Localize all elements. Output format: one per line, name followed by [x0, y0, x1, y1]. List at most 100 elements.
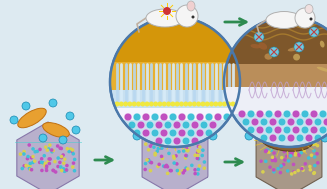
Circle shape	[58, 146, 62, 150]
Circle shape	[145, 101, 149, 106]
Circle shape	[38, 161, 42, 164]
Circle shape	[323, 118, 327, 126]
Circle shape	[278, 118, 286, 126]
Circle shape	[265, 149, 268, 153]
Circle shape	[301, 110, 309, 118]
Circle shape	[292, 170, 296, 174]
Circle shape	[151, 129, 159, 137]
Circle shape	[260, 134, 268, 142]
Circle shape	[316, 144, 319, 147]
Circle shape	[65, 164, 69, 167]
Circle shape	[162, 164, 165, 168]
Circle shape	[272, 156, 275, 160]
Circle shape	[294, 152, 297, 155]
Circle shape	[226, 101, 231, 106]
Circle shape	[184, 154, 188, 157]
Circle shape	[47, 147, 51, 151]
Circle shape	[45, 164, 48, 168]
Circle shape	[46, 160, 50, 163]
Ellipse shape	[265, 53, 272, 60]
Circle shape	[128, 121, 136, 129]
Circle shape	[160, 155, 164, 158]
Circle shape	[173, 137, 181, 145]
Circle shape	[159, 146, 163, 150]
Circle shape	[202, 166, 206, 170]
Circle shape	[161, 141, 164, 145]
Circle shape	[282, 163, 285, 166]
Circle shape	[175, 162, 179, 166]
Circle shape	[292, 110, 300, 118]
Circle shape	[224, 17, 327, 147]
Circle shape	[150, 142, 154, 146]
Circle shape	[182, 149, 185, 153]
Circle shape	[60, 169, 63, 172]
Circle shape	[200, 121, 208, 129]
Circle shape	[59, 136, 67, 144]
Circle shape	[163, 165, 167, 168]
Circle shape	[183, 148, 187, 152]
Circle shape	[272, 170, 276, 174]
Circle shape	[52, 169, 56, 172]
Circle shape	[287, 118, 295, 126]
Circle shape	[301, 168, 305, 172]
Circle shape	[172, 155, 176, 158]
Circle shape	[279, 165, 283, 169]
Circle shape	[279, 171, 282, 174]
Circle shape	[27, 143, 31, 147]
Ellipse shape	[320, 41, 324, 47]
Circle shape	[280, 156, 284, 160]
Circle shape	[193, 168, 197, 172]
Circle shape	[276, 167, 280, 170]
Circle shape	[153, 152, 157, 155]
Circle shape	[150, 161, 153, 164]
Circle shape	[201, 148, 205, 152]
Circle shape	[62, 167, 65, 171]
Circle shape	[294, 150, 297, 154]
Circle shape	[254, 32, 264, 42]
Circle shape	[56, 165, 60, 168]
Circle shape	[178, 113, 186, 121]
Circle shape	[170, 101, 175, 106]
Circle shape	[274, 158, 277, 162]
Circle shape	[223, 113, 231, 121]
Circle shape	[305, 118, 313, 126]
Circle shape	[56, 144, 60, 148]
Circle shape	[308, 165, 312, 168]
Circle shape	[196, 172, 199, 176]
Circle shape	[21, 167, 24, 170]
Circle shape	[275, 144, 278, 148]
Circle shape	[266, 148, 269, 152]
Circle shape	[310, 126, 318, 134]
Circle shape	[255, 118, 263, 126]
Circle shape	[69, 147, 73, 151]
Circle shape	[198, 145, 202, 149]
Circle shape	[142, 129, 150, 137]
Circle shape	[197, 168, 200, 171]
Circle shape	[157, 163, 161, 166]
Bar	[110, 108, 240, 120]
Circle shape	[182, 137, 190, 145]
Circle shape	[296, 134, 304, 142]
Circle shape	[279, 143, 283, 147]
Ellipse shape	[187, 1, 195, 11]
Circle shape	[295, 8, 315, 28]
Circle shape	[169, 169, 173, 172]
Circle shape	[191, 137, 199, 145]
Circle shape	[173, 145, 177, 149]
Circle shape	[60, 156, 63, 159]
Circle shape	[231, 101, 235, 106]
Circle shape	[265, 110, 273, 118]
Circle shape	[152, 145, 156, 149]
Circle shape	[22, 102, 30, 110]
Circle shape	[44, 145, 47, 149]
Circle shape	[321, 134, 327, 142]
Circle shape	[185, 146, 188, 150]
Circle shape	[168, 169, 172, 172]
Circle shape	[260, 118, 268, 126]
Circle shape	[312, 149, 316, 153]
Circle shape	[58, 161, 62, 164]
Circle shape	[186, 148, 190, 152]
Circle shape	[309, 168, 312, 172]
Circle shape	[294, 153, 297, 157]
Circle shape	[133, 129, 141, 137]
